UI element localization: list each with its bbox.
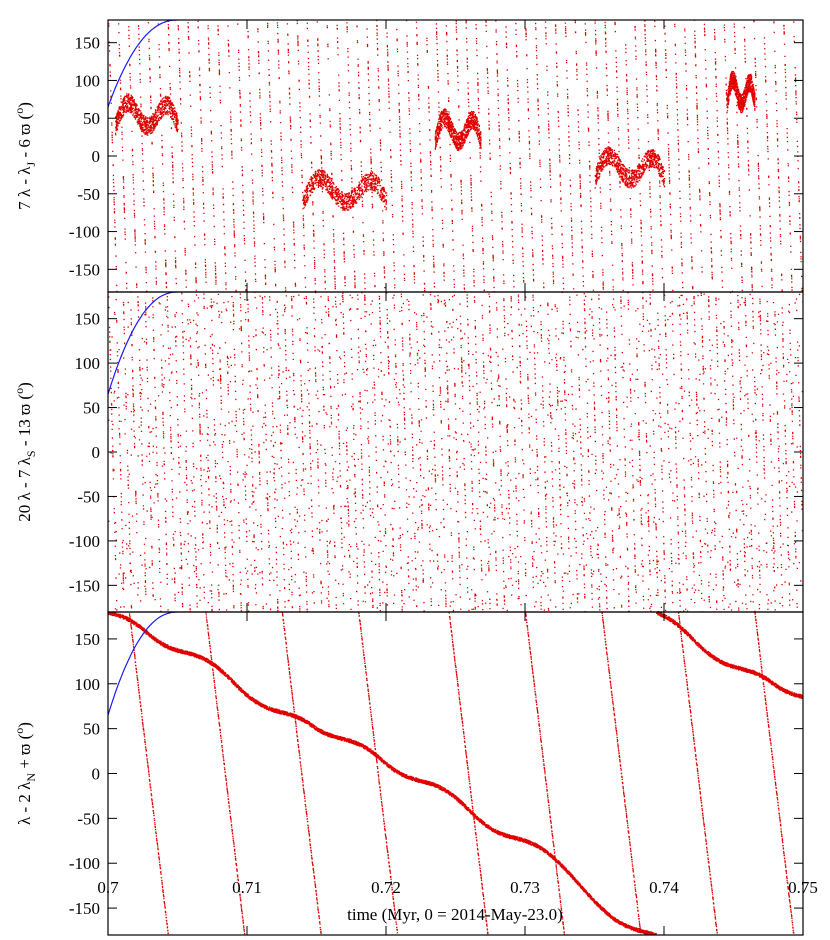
y-tick-label: -50 [77, 185, 100, 204]
y-tick-label: -100 [69, 223, 100, 242]
resonant-angle-points [108, 292, 803, 612]
difference-curve-segment-11 [108, 612, 178, 716]
y-tick-label: 100 [75, 71, 101, 90]
y-tick-label: 50 [83, 720, 100, 739]
y-tick-label: -50 [77, 809, 100, 828]
x-tick-label: 0.73 [510, 878, 540, 897]
y-tick-label: -150 [69, 576, 100, 595]
x-tick-label: 0.71 [232, 878, 262, 897]
panel-2 [108, 292, 803, 612]
difference-curve-series [108, 20, 178, 108]
x-tick-label: 0.72 [371, 878, 401, 897]
y-axis-label-2: 20 λ - 7 λS - 13 ϖ (o) [12, 382, 38, 522]
y-tick-label: -100 [69, 854, 100, 873]
y-tick-label: -150 [69, 260, 100, 279]
difference-curve-series [108, 292, 178, 395]
y-tick-label: 0 [92, 765, 101, 784]
panel-1 [108, 20, 803, 292]
x-tick-label: 0.7 [97, 878, 119, 897]
difference-curve-segment-11 [108, 292, 178, 395]
y-tick-label: 150 [75, 34, 101, 53]
y-tick-label: 100 [75, 675, 101, 694]
plot-area [108, 20, 803, 935]
y-tick-label: -50 [77, 487, 100, 506]
x-tick-label: 0.75 [788, 878, 818, 897]
y-tick-label: 0 [92, 443, 101, 462]
x-axis-label: time (Myr, 0 = 2014-May-23.0) [347, 905, 563, 924]
panel-3 [108, 612, 803, 935]
y-tick-label: 100 [75, 354, 101, 373]
resonant-angle-series [108, 292, 803, 612]
y-tick-label: 0 [92, 147, 101, 166]
y-tick-label: -100 [69, 532, 100, 551]
resonant-angle-series [108, 20, 803, 292]
panel-frame-2 [107, 291, 804, 613]
y-tick-label: 50 [83, 109, 100, 128]
y-tick-label: 150 [75, 310, 101, 329]
difference-curve-segment-11 [108, 20, 178, 108]
y-tick-label: 50 [83, 399, 100, 418]
y-tick-label: -150 [69, 899, 100, 918]
y-tick-label: 150 [75, 630, 101, 649]
x-tick-label: 0.74 [649, 878, 679, 897]
y-axis-label-1: 7 λ - λJ - 6 ϖ (o) [12, 102, 38, 210]
difference-curve-series [108, 612, 178, 716]
resonant-angle-points [108, 20, 803, 292]
resonant-angle-points [108, 612, 803, 935]
y-axis-label-3: λ - 2 λN + ϖ (o) [12, 722, 38, 825]
axes-layer: 150 100 50 0 -50 -100 -150 7 λ - λJ - 6 ϖ (o) 15… [12, 19, 818, 936]
resonant-angle-series [108, 612, 803, 935]
